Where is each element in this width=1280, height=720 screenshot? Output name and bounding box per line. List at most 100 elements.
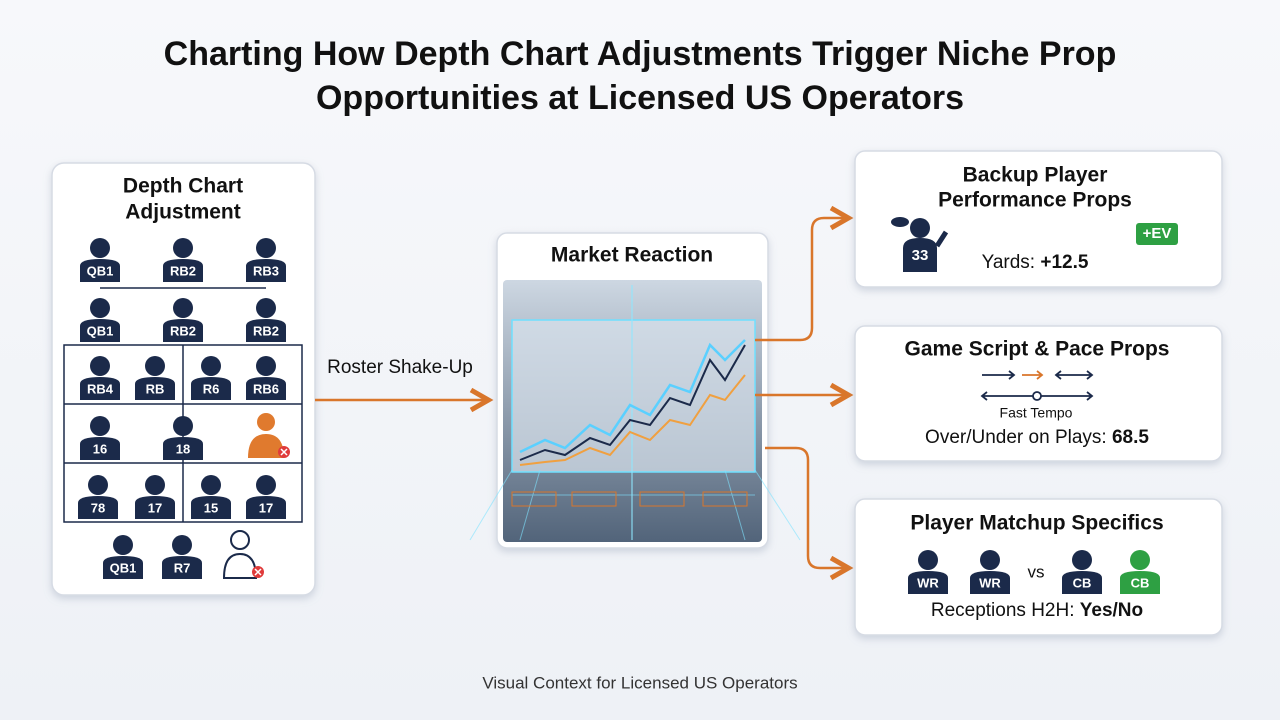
card-title: Game Script & Pace Props xyxy=(905,338,1170,361)
player-body xyxy=(78,496,118,519)
player-head xyxy=(201,475,221,495)
player-head xyxy=(90,356,110,376)
metric-label: Receptions H2H: xyxy=(931,600,1075,621)
player-body xyxy=(135,496,175,519)
connector-label: Roster Shake-Up xyxy=(327,357,473,378)
badge-text: +EV xyxy=(1143,225,1172,242)
player-head xyxy=(1072,550,1092,570)
player-head xyxy=(918,550,938,570)
page-title: Charting How Depth Chart Adjustments Tri… xyxy=(163,35,1117,117)
player-icon: 17 xyxy=(135,475,175,519)
player-label: 17 xyxy=(148,500,162,515)
metric-value: +12.5 xyxy=(1040,252,1089,273)
player-label: QB1 xyxy=(87,263,114,278)
player-body xyxy=(246,496,286,519)
player-head xyxy=(90,298,110,318)
player-body xyxy=(1120,571,1160,594)
depth-title-2: Adjustment xyxy=(125,201,241,224)
metric-value: 68.5 xyxy=(1112,427,1149,448)
player-icon: RB2 xyxy=(163,298,203,342)
card-arrow xyxy=(765,446,846,568)
player-label: QB1 xyxy=(87,323,114,338)
footer: Visual Context for Licensed US Operators xyxy=(482,673,797,692)
player-body xyxy=(80,437,120,460)
player-body xyxy=(1062,571,1102,594)
card-caption: Fast Tempo xyxy=(1000,405,1073,421)
player-body xyxy=(246,377,286,400)
player-body xyxy=(162,556,202,579)
player-icon: R6 xyxy=(191,356,231,400)
player-body xyxy=(80,377,120,400)
player-label: R6 xyxy=(203,381,220,396)
player-icon: QB1 xyxy=(80,238,120,282)
player-head xyxy=(256,298,276,318)
player-icon: 78 xyxy=(78,475,118,519)
player-body xyxy=(970,571,1010,594)
metric-label: Yards: xyxy=(982,252,1036,273)
player-label: RB4 xyxy=(87,381,114,396)
player-icon: RB6 xyxy=(246,356,286,400)
player-icon: 17 xyxy=(246,475,286,519)
coach-icon xyxy=(222,530,264,579)
badge xyxy=(1136,223,1178,245)
player-label: 78 xyxy=(91,500,105,515)
player-label: WR xyxy=(917,575,939,590)
card xyxy=(854,498,1223,636)
market-screen xyxy=(469,280,801,542)
player-label: CB xyxy=(1073,575,1092,590)
player-body xyxy=(163,259,203,282)
player-head xyxy=(90,416,110,436)
player-icon: WR xyxy=(908,550,948,594)
player-icon: RB3 xyxy=(246,238,286,282)
player-head xyxy=(113,535,133,555)
player-body xyxy=(80,259,120,282)
card-title: Performance Props xyxy=(938,189,1132,212)
injured-player xyxy=(248,413,290,458)
metric-label: Over/Under on Plays: xyxy=(925,427,1107,448)
player-head xyxy=(256,238,276,258)
player-head xyxy=(145,475,165,495)
player-label: QB1 xyxy=(110,560,137,575)
player-head xyxy=(1130,550,1150,570)
player-label: R7 xyxy=(174,560,191,575)
player-head xyxy=(173,416,193,436)
player-icon: RB2 xyxy=(246,298,286,342)
player-body xyxy=(191,496,231,519)
player-body xyxy=(908,571,948,594)
player-body xyxy=(103,556,143,579)
player-label: RB2 xyxy=(170,323,196,338)
player-head xyxy=(172,535,192,555)
player-label: 18 xyxy=(176,441,190,456)
player-icon: 15 xyxy=(191,475,231,519)
card-title: Player Matchup Specifics xyxy=(910,512,1163,535)
player-label: RB xyxy=(146,381,165,396)
player-label: CB xyxy=(1131,575,1150,590)
player-body xyxy=(135,377,175,400)
card-arrow xyxy=(755,218,846,342)
card-metric: Over/Under on Plays: 68.5 xyxy=(925,427,1149,448)
player-icon: QB1 xyxy=(80,298,120,342)
player-label: 17 xyxy=(259,500,273,515)
player-icon: RB4 xyxy=(80,356,120,400)
player-label: RB2 xyxy=(170,263,196,278)
player-body xyxy=(163,319,203,342)
card-title: Backup Player xyxy=(963,164,1108,187)
player-head xyxy=(145,356,165,376)
player-head xyxy=(88,475,108,495)
player-head xyxy=(173,298,193,318)
jersey-number: 33 xyxy=(912,247,929,264)
player-icon: CB xyxy=(1062,550,1102,594)
player-label: 15 xyxy=(204,500,218,515)
player-body xyxy=(246,319,286,342)
card-metric: Receptions H2H: Yes/No xyxy=(931,600,1143,621)
depth-title-1: Depth Chart xyxy=(123,175,243,198)
player-head xyxy=(980,550,1000,570)
player-icon: WR xyxy=(970,550,1010,594)
card-metric: Yards: +12.5 xyxy=(982,252,1089,273)
backup-player-icon xyxy=(891,217,949,272)
player-icon: 18 xyxy=(163,416,203,460)
metric-value: Yes/No xyxy=(1080,600,1143,621)
player-icon: RB2 xyxy=(163,238,203,282)
